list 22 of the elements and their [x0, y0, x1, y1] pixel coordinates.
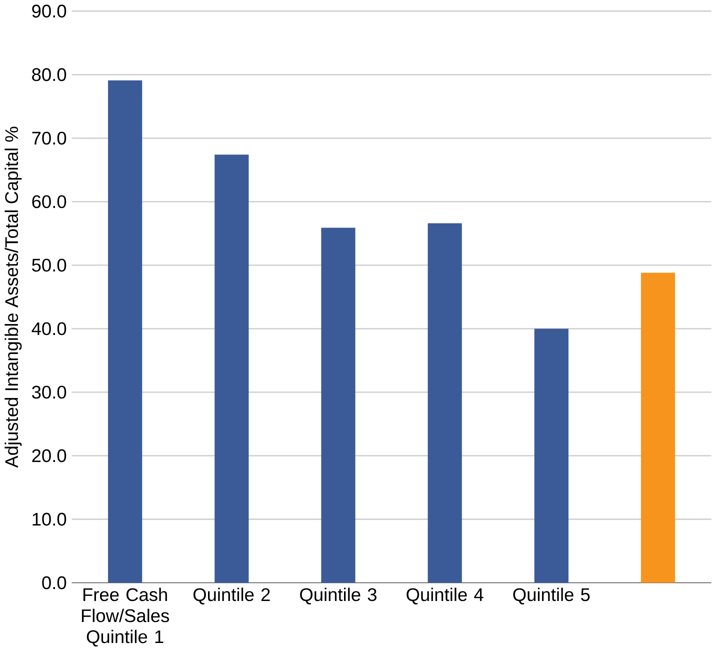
y-tick-label: 90.0 — [32, 4, 66, 18]
x-tick-label: Quintile 5 — [513, 588, 590, 604]
x-tick-label: Quintile 2 — [193, 588, 270, 604]
y-axis-title: Adjusted Intangible Assets/Total Capital % — [4, 126, 22, 468]
bar — [214, 154, 249, 583]
bar — [640, 272, 676, 583]
y-tick-label: 10.0 — [32, 512, 66, 526]
y-tick-label: 20.0 — [32, 449, 66, 462]
y-tick-label: 30.0 — [32, 386, 66, 399]
bar — [108, 80, 142, 583]
y-tick-label: 0.0 — [42, 576, 66, 590]
x-tick-label: Quintile 4 — [406, 588, 484, 604]
bar — [534, 328, 568, 583]
y-tick-label: 70.0 — [32, 132, 66, 145]
bar — [428, 223, 462, 583]
bar — [321, 228, 356, 583]
y-tick-label: 60.0 — [32, 195, 66, 208]
x-tick-label: Free Cash Flow/Sales Quintile 1 — [82, 588, 170, 646]
x-tick-label: Quintile 3 — [300, 588, 376, 604]
y-tick-label: 80.0 — [32, 68, 66, 82]
y-tick-label: 40.0 — [32, 322, 66, 336]
y-tick-label: 50.0 — [32, 258, 66, 272]
